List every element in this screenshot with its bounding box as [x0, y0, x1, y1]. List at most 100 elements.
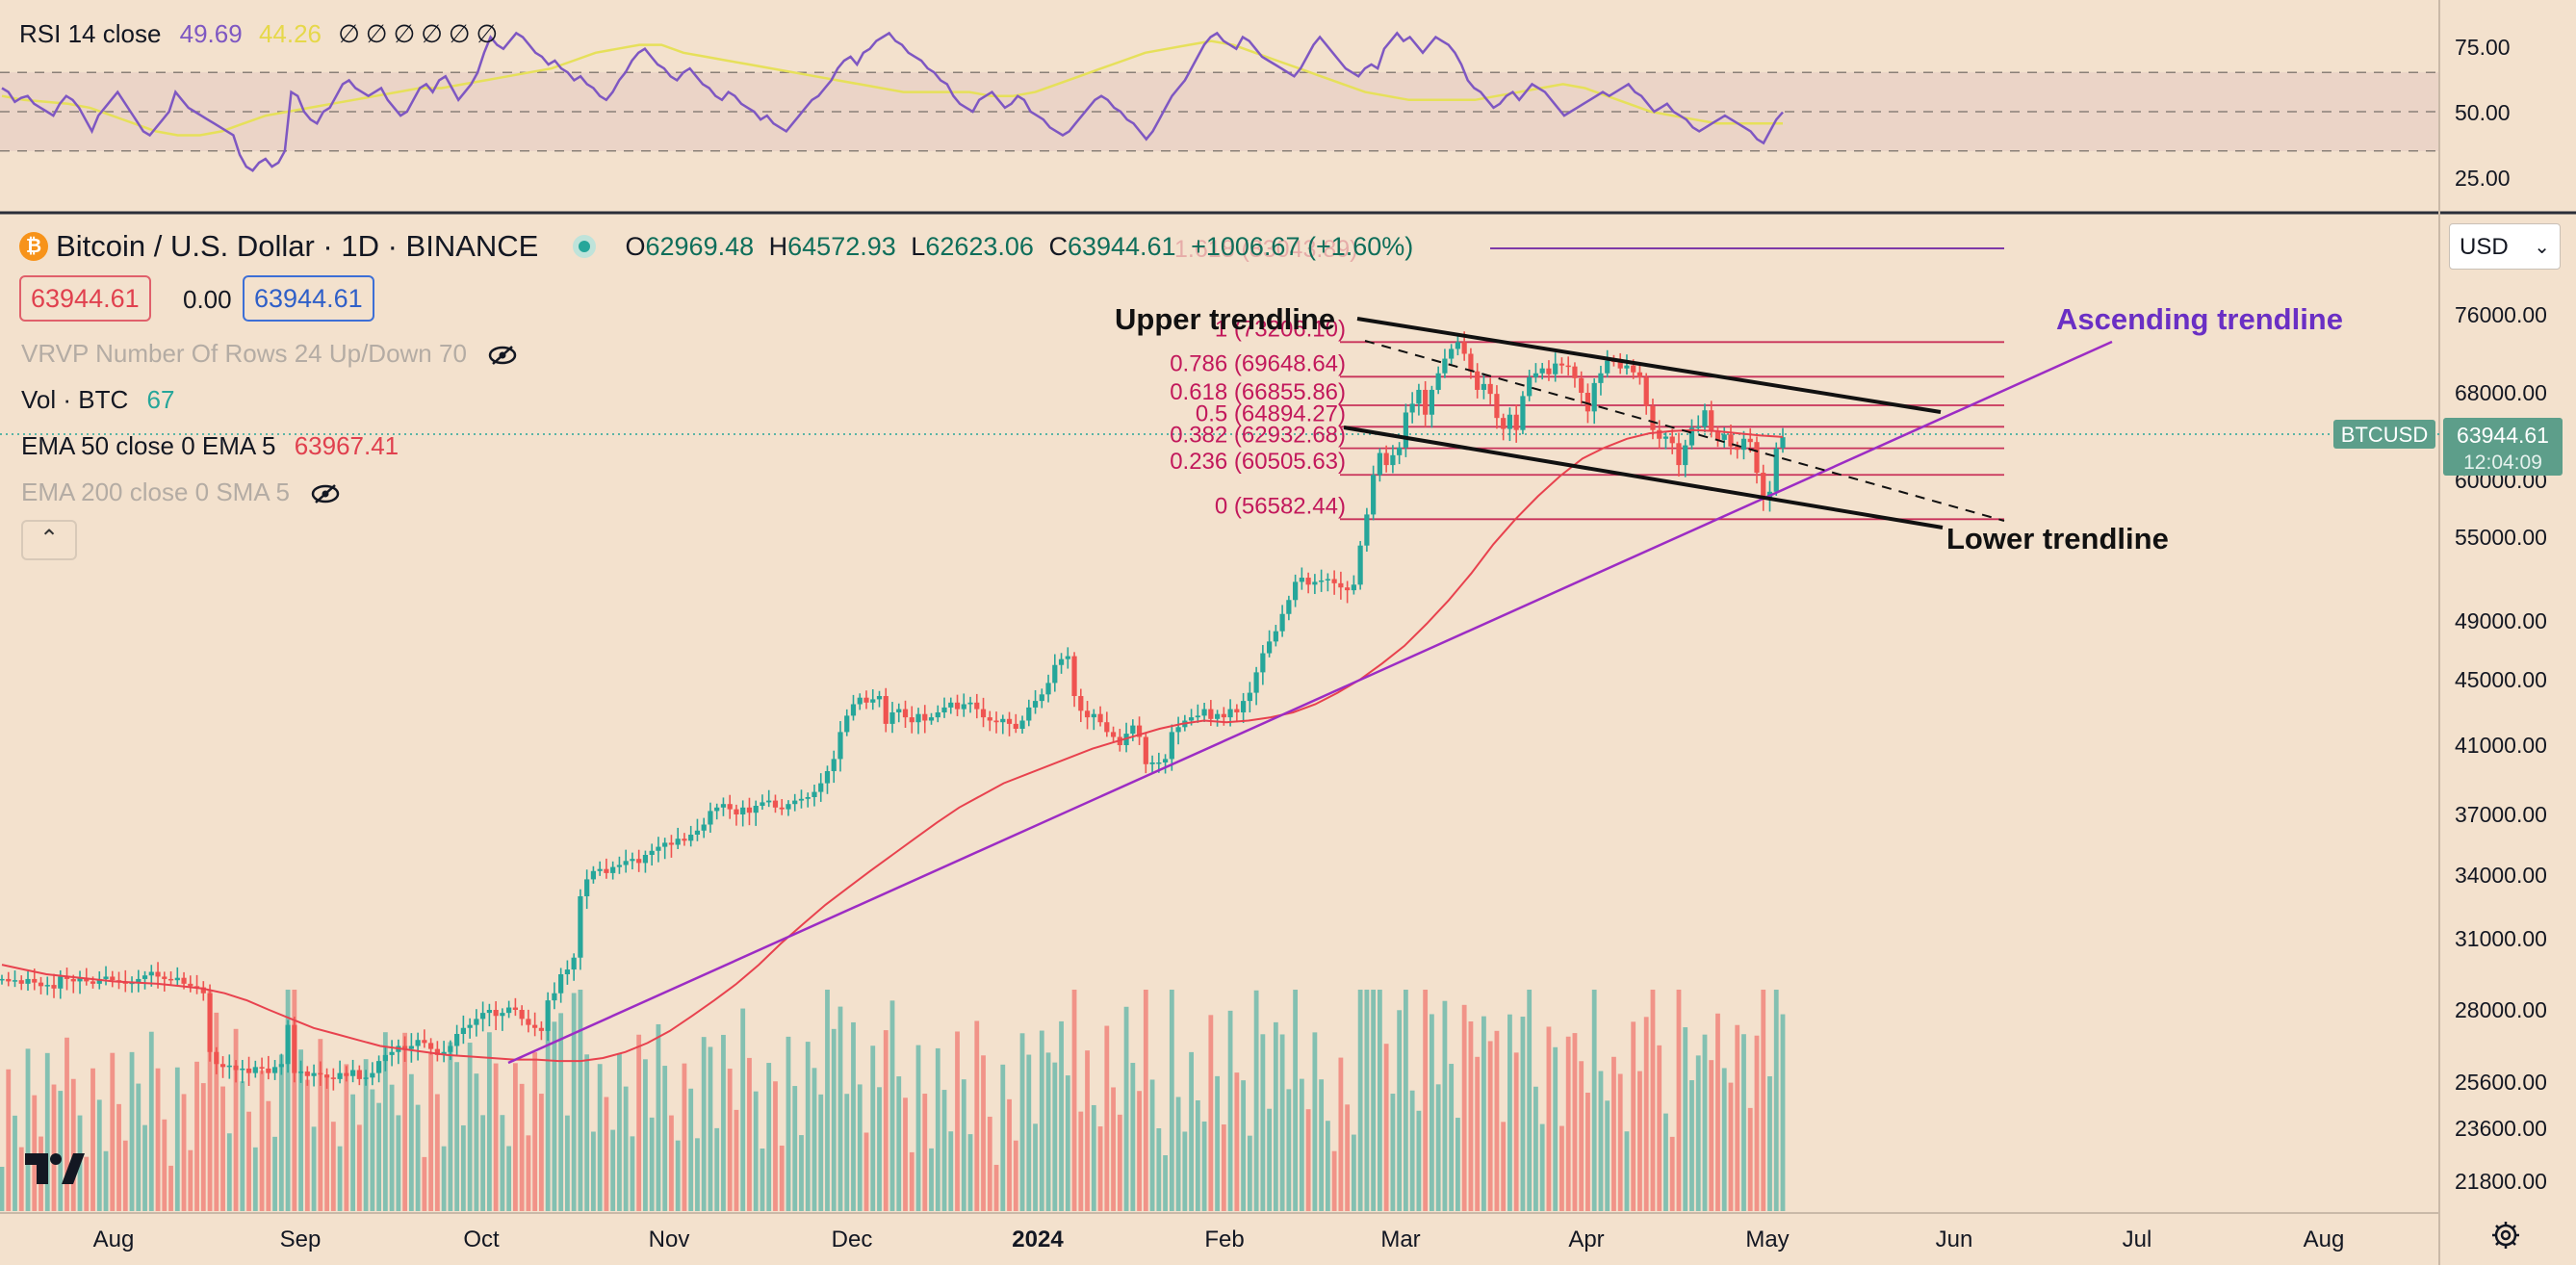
collapse-legend-button[interactable]: ⌃ — [21, 520, 77, 560]
buy-price-button[interactable]: 63944.61 — [243, 275, 374, 322]
volume-bar — [1605, 1100, 1610, 1211]
candle-body — [993, 720, 999, 723]
volume-bar — [545, 1029, 551, 1211]
volume-bar — [84, 1156, 90, 1211]
ema50-legend[interactable]: EMA 50 close 0 EMA 5 63967.41 — [21, 431, 399, 461]
volume-bar — [636, 1034, 642, 1211]
volume-bar — [623, 1086, 629, 1211]
volume-bar — [1071, 990, 1077, 1211]
volume-bar — [1631, 1021, 1636, 1211]
currency-select[interactable]: USD ⌄ — [2449, 223, 2561, 270]
volume-bar — [571, 993, 577, 1211]
volume-bar — [1487, 1041, 1493, 1211]
candle-body — [174, 977, 180, 981]
candle-body — [0, 978, 5, 981]
candle-body — [252, 1067, 258, 1073]
upper-trendline-label[interactable]: Upper trendline — [1115, 302, 1335, 336]
time-axis-label: May — [1745, 1226, 1789, 1252]
volume-bar — [805, 1042, 811, 1211]
ascending-trendline-label[interactable]: Ascending trendline — [2056, 302, 2343, 336]
volume-bar — [480, 1115, 486, 1211]
candle-body — [1662, 436, 1669, 439]
candle-body — [623, 861, 629, 865]
volume-bar — [311, 1126, 317, 1211]
volume-legend[interactable]: Vol · BTC 67 — [21, 385, 174, 415]
volume-bar — [1591, 990, 1597, 1211]
candle-body — [1227, 709, 1233, 718]
settings-gear-icon[interactable] — [2491, 1221, 2520, 1250]
symbol-price-tag — [2333, 420, 2435, 449]
symbol-legend[interactable]: ₿ Bitcoin / U.S. Dollar · 1D · BINANCE O… — [19, 229, 1413, 264]
volume-bar — [1130, 1063, 1136, 1211]
volume-bar — [110, 1052, 116, 1211]
candle-body — [811, 791, 817, 797]
volume-bar — [981, 1055, 986, 1211]
candle-body — [1006, 718, 1013, 724]
candle-body — [402, 1046, 408, 1049]
candle-body — [682, 839, 687, 841]
candle-body — [1584, 393, 1591, 412]
sell-price-button[interactable]: 63944.61 — [19, 275, 151, 322]
volume-bar — [370, 1089, 375, 1211]
fib-retracement[interactable]: 1 (73206.10) 0.786 (69648.64) 0.618 (66855… — [1170, 316, 2004, 521]
price-scale[interactable]: 76000.0068000.0060000.0055000.0049000.00… — [2455, 302, 2547, 1194]
volume-bar — [1741, 1034, 1746, 1211]
volume-bar — [941, 1090, 947, 1211]
spread-value: 0.00 — [183, 285, 232, 314]
candle-body — [311, 1072, 317, 1076]
candle-body — [271, 1067, 278, 1073]
candle-body — [1539, 368, 1545, 374]
ema200-legend[interactable]: EMA 200 close 0 SMA 5 — [21, 478, 341, 507]
volume-bar — [376, 1102, 382, 1211]
time-axis[interactable]: Aug Sep Oct Nov Dec 2024 Feb Mar Apr May Jun Jul Aug — [93, 1226, 2345, 1252]
candle-body — [1312, 581, 1318, 585]
volume-bar — [604, 1097, 609, 1211]
vrvp-legend[interactable]: VRVP Number Of Rows 24 Up/Down 70 — [21, 339, 518, 369]
candle-body — [58, 976, 64, 989]
eye-off-icon[interactable] — [310, 483, 341, 504]
volume-bar — [863, 1132, 869, 1211]
candle-body — [1429, 389, 1435, 415]
volume-bar — [422, 1156, 427, 1211]
candle-body — [1397, 447, 1403, 455]
volume-bar — [1325, 1121, 1330, 1211]
candle-body — [779, 807, 785, 810]
volume-bar — [1137, 1091, 1142, 1211]
volume-bar — [708, 1046, 713, 1211]
rsi-value: 49.69 — [179, 19, 243, 48]
volume-bar — [266, 1100, 271, 1211]
volume-bar — [58, 1091, 64, 1211]
candle-body — [1728, 434, 1734, 447]
volume-bar — [1611, 1056, 1616, 1211]
lower-trendline-label[interactable]: Lower trendline — [1946, 522, 2169, 555]
rsi-legend[interactable]: RSI 14 close 49.69 44.26 ∅∅∅∅∅∅ — [19, 19, 503, 49]
candle-body — [909, 717, 914, 723]
volume-bar — [1715, 1013, 1720, 1211]
volume-bar — [1553, 1046, 1558, 1211]
candle-body — [148, 971, 154, 976]
candle-body — [90, 981, 96, 984]
candle-body — [441, 1051, 447, 1055]
symbol-title[interactable]: Bitcoin / U.S. Dollar · 1D · BINANCE — [56, 229, 539, 263]
tradingview-logo-icon[interactable] — [25, 1151, 85, 1186]
candle-body — [136, 978, 142, 983]
ascending-trendline[interactable] — [507, 340, 2113, 1065]
candle-body — [84, 977, 90, 982]
eye-off-icon[interactable] — [487, 345, 518, 366]
upper-trendline[interactable] — [1356, 317, 1942, 414]
candle-body — [590, 870, 597, 880]
lower-trendline[interactable] — [1343, 426, 1944, 529]
candle-body — [1234, 709, 1240, 712]
candle-body — [64, 976, 70, 979]
volume-bar — [1357, 990, 1363, 1211]
price-scale-label: 45000.00 — [2455, 667, 2547, 692]
time-axis-label: Feb — [1204, 1226, 1244, 1252]
candle-body — [1487, 383, 1493, 395]
candle-body — [467, 1024, 473, 1028]
volume-bar — [486, 1032, 492, 1211]
candle-body — [422, 1040, 427, 1044]
candle-body — [708, 811, 713, 825]
candle-body — [954, 702, 961, 710]
volume-bar — [1241, 1080, 1246, 1211]
